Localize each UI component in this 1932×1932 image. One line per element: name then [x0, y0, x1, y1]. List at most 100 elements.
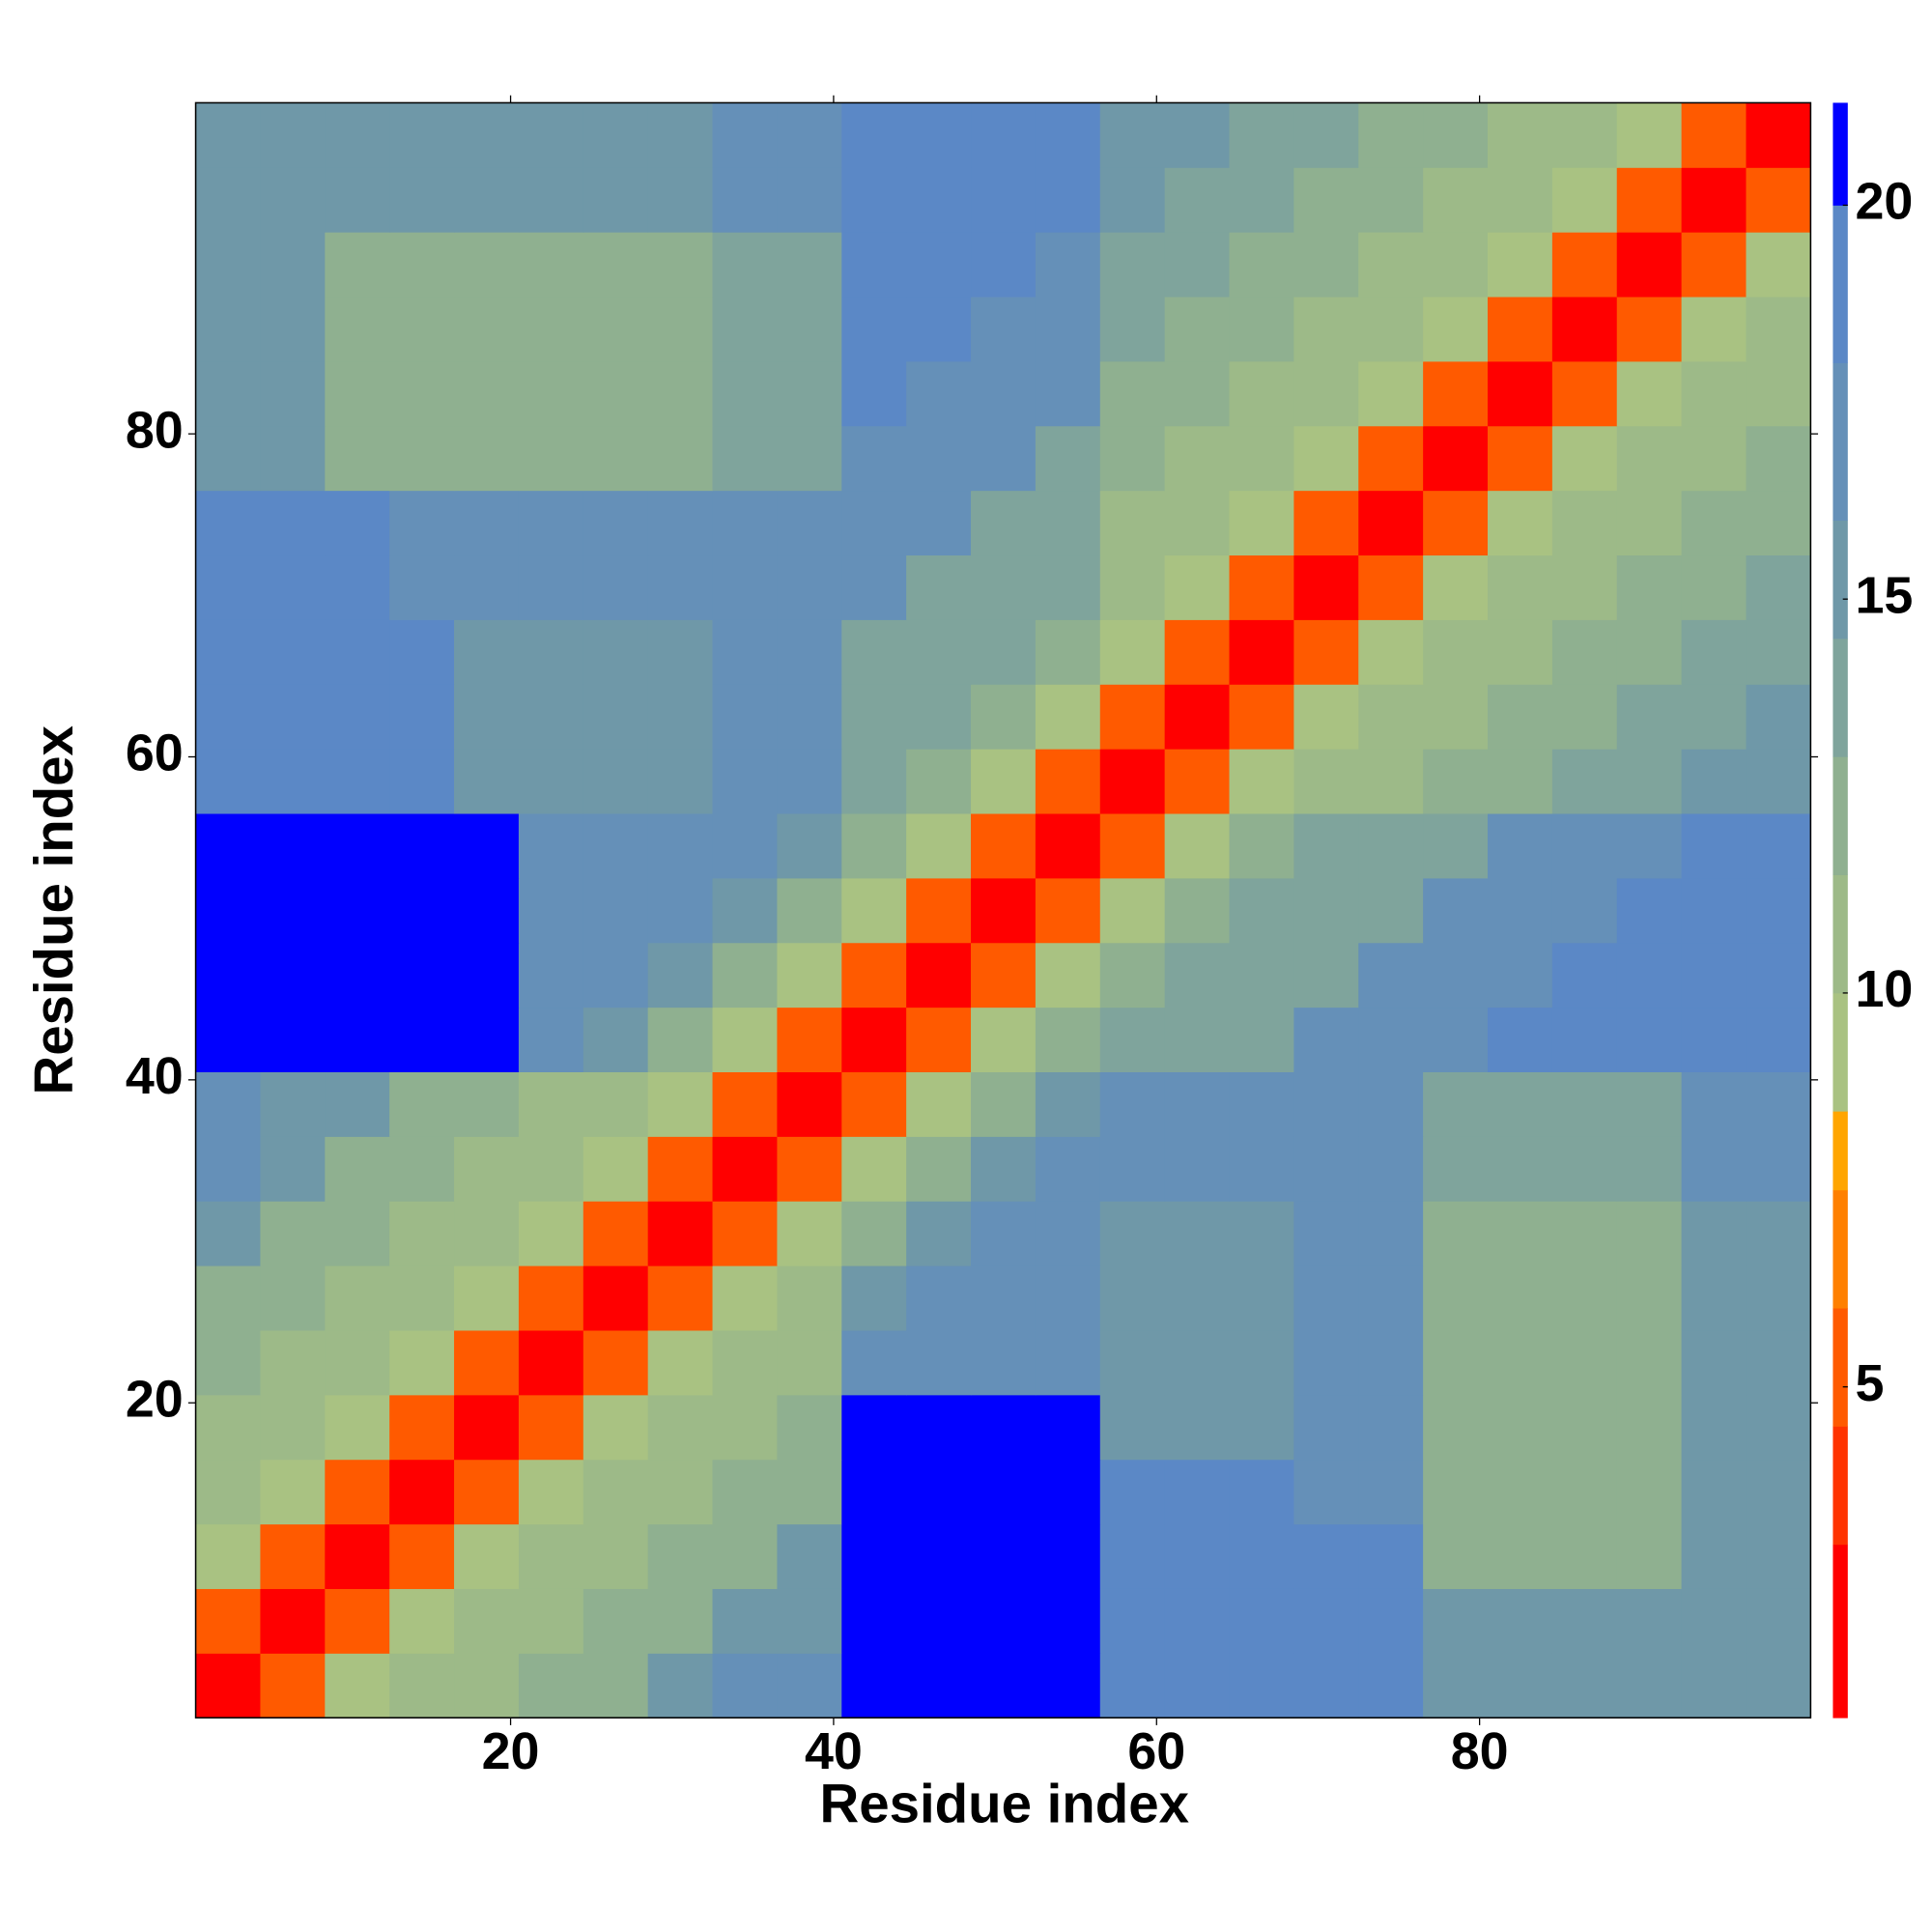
- heatmap-cell: [1035, 297, 1101, 362]
- heatmap-cell: [1616, 554, 1683, 620]
- colorbar-segment: [1833, 1308, 1848, 1427]
- heatmap-cell: [1746, 877, 1811, 944]
- heatmap-cell: [260, 490, 326, 556]
- heatmap-cell: [1746, 813, 1811, 879]
- heatmap-cell: [777, 1329, 842, 1396]
- heatmap-cell: [1551, 1136, 1618, 1202]
- heatmap-cell: [1551, 1329, 1618, 1396]
- heatmap-cell: [906, 1136, 972, 1202]
- heatmap-cell: [1229, 490, 1294, 556]
- heatmap-cell: [454, 1523, 520, 1589]
- heatmap-cell: [1099, 877, 1166, 944]
- heatmap-cell: [971, 167, 1037, 233]
- heatmap-cell: [1358, 877, 1424, 944]
- heatmap-cell: [389, 1588, 455, 1654]
- heatmap-cell: [454, 1329, 520, 1396]
- heatmap-cell: [454, 1136, 520, 1202]
- colorbar-segment: [1833, 520, 1848, 639]
- heatmap-cell: [260, 232, 326, 298]
- heatmap-cell: [195, 1265, 261, 1331]
- heatmap-cell: [582, 749, 649, 814]
- heatmap-cell: [1293, 297, 1359, 362]
- heatmap-cell: [1099, 232, 1166, 298]
- heatmap-cell: [518, 1071, 584, 1137]
- heatmap-cell: [389, 1459, 455, 1525]
- heatmap-cell: [582, 554, 649, 620]
- heatmap-cell: [712, 425, 778, 492]
- heatmap-cell: [841, 1265, 907, 1331]
- heatmap-cell: [777, 1394, 842, 1461]
- heatmap-cell: [1164, 813, 1231, 879]
- heatmap-cell: [1229, 684, 1294, 750]
- heatmap-cell: [712, 554, 778, 620]
- heatmap-cell: [1551, 554, 1618, 620]
- x-tick-label: 40: [805, 1722, 863, 1780]
- heatmap-cell: [1681, 749, 1747, 814]
- heatmap-cell: [454, 877, 520, 944]
- heatmap-cell: [1164, 749, 1231, 814]
- heatmap-cell: [582, 360, 649, 427]
- heatmap-cell: [325, 232, 390, 298]
- heatmap-cell: [518, 1653, 584, 1719]
- heatmap-cell: [1423, 749, 1489, 814]
- heatmap-cell: [1099, 1136, 1166, 1202]
- heatmap-cell: [647, 297, 714, 362]
- heatmap-cell: [195, 1201, 261, 1266]
- heatmap-cell: [1164, 1653, 1231, 1719]
- heatmap-cell: [1164, 554, 1231, 620]
- heatmap-cell: [1423, 1071, 1489, 1137]
- heatmap-cell: [518, 749, 584, 814]
- heatmap-cell: [841, 167, 907, 233]
- heatmap-cell: [971, 425, 1037, 492]
- colorbar-segment: [1833, 102, 1848, 206]
- heatmap-cell: [518, 684, 584, 750]
- heatmap-cell: [841, 749, 907, 814]
- heatmap-cell: [1423, 360, 1489, 427]
- heatmap-cell: [647, 490, 714, 556]
- heatmap-cell: [971, 490, 1037, 556]
- heatmap-cell: [647, 1329, 714, 1396]
- heatmap-cell: [1423, 297, 1489, 362]
- heatmap-cell: [777, 1265, 842, 1331]
- heatmap-cell: [841, 297, 907, 362]
- heatmap-cell: [712, 1201, 778, 1266]
- x-tick-label: 60: [1127, 1722, 1185, 1780]
- heatmap-cell: [1487, 102, 1553, 168]
- heatmap-cell: [971, 360, 1037, 427]
- heatmap-cell: [1358, 490, 1424, 556]
- heatmap-cell: [260, 1588, 326, 1654]
- heatmap-cell: [712, 1329, 778, 1396]
- heatmap-cell: [1035, 554, 1101, 620]
- heatmap-cell: [841, 1653, 907, 1719]
- heatmap-cell: [647, 942, 714, 1009]
- heatmap-cell: [647, 167, 714, 233]
- heatmap-cell: [1035, 232, 1101, 298]
- heatmap-cell: [260, 1265, 326, 1331]
- heatmap-cell: [1035, 167, 1101, 233]
- heatmap-cell: [777, 877, 842, 944]
- heatmap-cell: [1616, 360, 1683, 427]
- heatmap-cell: [1099, 749, 1166, 814]
- heatmap-cell: [712, 360, 778, 427]
- heatmap-cell: [1681, 1459, 1747, 1525]
- heatmap-cell: [325, 1588, 390, 1654]
- heatmap-cell: [454, 1265, 520, 1331]
- colorbar-segment: [1833, 1426, 1848, 1546]
- heatmap-cell: [906, 1071, 972, 1137]
- heatmap-cell: [325, 1653, 390, 1719]
- heatmap-cell: [1746, 942, 1811, 1009]
- heatmap-cell: [1616, 425, 1683, 492]
- heatmap-cell: [1487, 360, 1553, 427]
- heatmap-cell: [1358, 232, 1424, 298]
- heatmap-cell: [971, 942, 1037, 1009]
- heatmap-cell: [518, 1136, 584, 1202]
- heatmap-cell: [260, 360, 326, 427]
- heatmap-cell: [1358, 1653, 1424, 1719]
- heatmap-cell: [906, 425, 972, 492]
- heatmap-cell: [389, 232, 455, 298]
- y-tick-label: 60: [126, 724, 184, 782]
- heatmap-cell: [454, 1201, 520, 1266]
- heatmap-cell: [712, 1394, 778, 1461]
- heatmap-cell: [971, 102, 1037, 168]
- heatmap-cell: [1099, 1201, 1166, 1266]
